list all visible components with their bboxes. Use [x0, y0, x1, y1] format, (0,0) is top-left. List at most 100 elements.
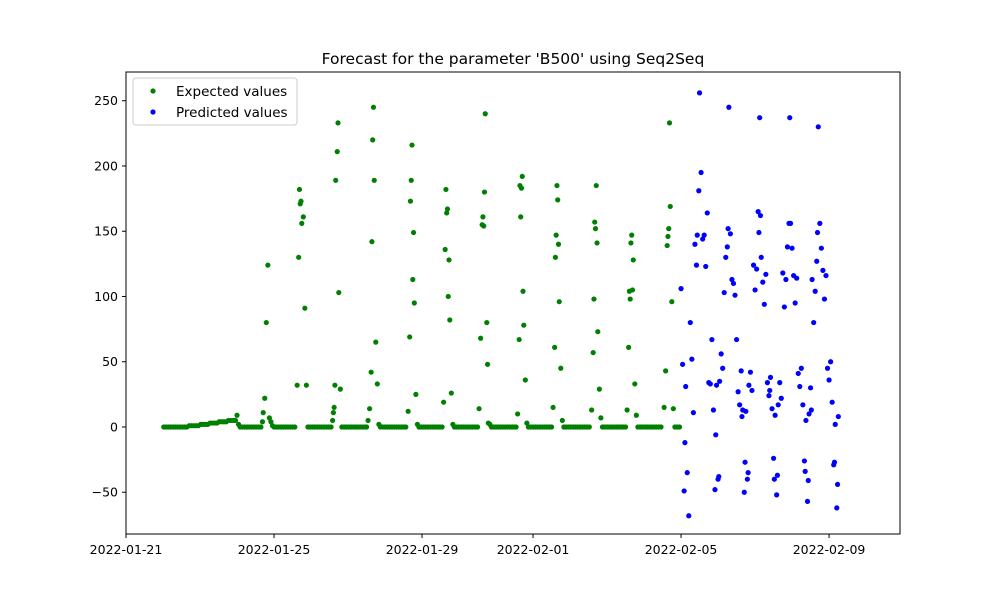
data-point — [629, 232, 635, 238]
data-point — [694, 232, 700, 238]
data-point — [332, 382, 338, 388]
data-point — [550, 404, 556, 411]
data-point — [701, 232, 707, 238]
data-point — [591, 296, 597, 302]
data-point — [690, 410, 696, 416]
data-point — [713, 382, 720, 388]
data-point — [374, 381, 380, 387]
data-point — [754, 266, 760, 272]
data-point — [666, 226, 672, 232]
data-point — [834, 505, 840, 511]
data-point — [749, 387, 755, 394]
data-point — [258, 424, 264, 430]
x-tick-label: 2022-01-21 — [90, 542, 163, 557]
data-point — [592, 219, 598, 225]
data-point — [626, 344, 632, 350]
data-point — [481, 189, 488, 195]
data-point — [781, 304, 787, 310]
data-point — [592, 226, 599, 232]
data-points — [161, 90, 841, 519]
data-point — [709, 336, 715, 343]
data-point — [720, 365, 726, 371]
data-point — [515, 411, 521, 417]
data-point — [670, 406, 676, 412]
data-point — [774, 472, 781, 478]
data-point — [292, 424, 298, 430]
data-point — [302, 305, 308, 311]
data-point — [336, 289, 342, 296]
data-point — [713, 432, 719, 438]
data-point — [787, 220, 794, 226]
data-point — [696, 188, 702, 194]
legend-marker — [150, 109, 156, 115]
data-point — [627, 296, 633, 302]
data-point — [558, 365, 564, 371]
data-point — [664, 242, 670, 249]
data-point — [758, 254, 764, 260]
data-point — [820, 267, 826, 273]
data-point — [780, 270, 786, 276]
data-point — [738, 368, 744, 374]
data-point — [746, 382, 752, 388]
legend-marker — [150, 88, 156, 94]
data-point — [482, 111, 488, 117]
data-point — [812, 288, 818, 294]
data-point — [717, 378, 723, 384]
data-point — [443, 186, 449, 193]
data-point — [661, 404, 667, 411]
data-point — [828, 359, 834, 365]
data-point — [522, 377, 528, 383]
data-point — [446, 257, 452, 263]
data-point — [632, 381, 638, 387]
data-point — [555, 241, 562, 247]
data-point — [481, 223, 487, 229]
data-point — [771, 476, 777, 482]
data-point — [681, 488, 687, 494]
data-point — [692, 241, 698, 247]
data-point — [408, 177, 414, 183]
y-tick-label: 150 — [94, 224, 118, 239]
data-point — [524, 420, 530, 426]
data-point — [407, 198, 414, 204]
y-tick-label: 100 — [94, 289, 118, 304]
data-point — [693, 262, 700, 268]
data-point — [232, 417, 239, 424]
data-point — [797, 383, 803, 390]
plot-frame — [125, 71, 901, 535]
data-point — [787, 115, 793, 121]
data-point — [689, 356, 695, 362]
data-point — [596, 386, 602, 392]
data-point — [698, 169, 704, 176]
data-point — [814, 229, 821, 236]
y-tick-label: 200 — [94, 158, 118, 173]
data-point — [716, 473, 722, 480]
data-point — [724, 244, 730, 250]
data-point — [811, 319, 817, 326]
data-point — [775, 402, 781, 408]
data-point — [766, 393, 772, 399]
data-point — [480, 214, 486, 220]
data-point — [447, 317, 453, 323]
data-point — [265, 262, 271, 268]
data-point — [441, 399, 447, 405]
data-point — [743, 408, 749, 414]
data-point — [300, 214, 306, 220]
data-point — [298, 198, 304, 204]
data-point — [805, 477, 811, 484]
data-point — [676, 424, 683, 430]
series-predicted — [678, 90, 841, 519]
data-point — [484, 319, 490, 326]
data-point — [723, 254, 729, 260]
data-point — [744, 476, 750, 482]
data-point — [663, 368, 669, 374]
data-point — [750, 262, 757, 268]
data-point — [755, 209, 761, 215]
data-point — [448, 390, 454, 396]
x-tick-label: 2022-01-29 — [386, 542, 459, 557]
y-tick-label: 50 — [102, 354, 118, 369]
data-point — [553, 232, 559, 238]
y-tick-label: 0 — [110, 419, 118, 434]
data-point — [334, 149, 340, 155]
data-point — [835, 413, 841, 420]
data-point — [369, 239, 375, 245]
